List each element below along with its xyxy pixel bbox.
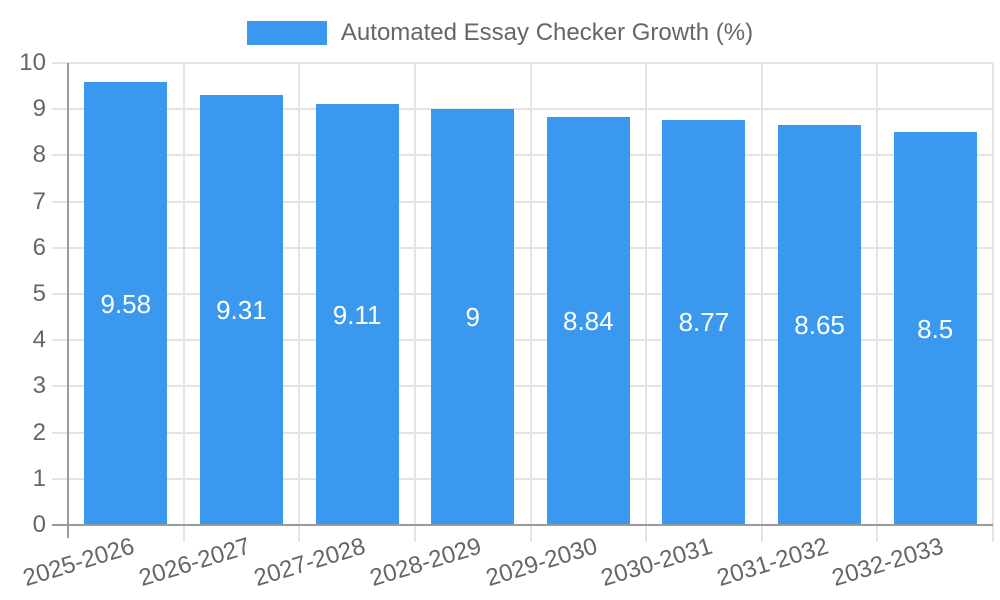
x-gridline — [413, 63, 416, 542]
x-tick-label: 2029-2030 — [482, 532, 601, 592]
x-tick-label: 2028-2029 — [366, 532, 485, 592]
bar-value-label: 9.58 — [100, 288, 152, 319]
y-tick-label: 9 — [32, 95, 46, 123]
y-gridline — [52, 200, 993, 203]
y-tick-label: 1 — [32, 464, 46, 492]
x-gridline — [760, 63, 763, 542]
bar[interactable] — [199, 94, 283, 525]
bar[interactable] — [315, 104, 399, 525]
y-tick-label: 5 — [32, 280, 46, 307]
x-tick-label: 2031-2032 — [713, 532, 832, 592]
bar-value-label: 9.31 — [216, 294, 267, 325]
y-gridline — [52, 246, 993, 249]
bar-value-label: 8.77 — [678, 307, 730, 338]
bar-value-label: 9 — [465, 302, 480, 333]
y-gridline — [52, 293, 993, 295]
bar[interactable] — [662, 119, 746, 525]
y-tick-label: 7 — [32, 187, 46, 215]
bar-value-label: 8.65 — [794, 310, 845, 341]
y-tick-label: 4 — [32, 326, 46, 354]
y-gridline — [52, 385, 993, 388]
x-axis-line — [52, 524, 993, 526]
y-tick-label: 3 — [32, 372, 46, 400]
y-tick-label: 0 — [32, 511, 46, 538]
y-gridline — [52, 477, 993, 480]
bar-value-label: 9.11 — [332, 299, 382, 330]
x-gridline — [876, 63, 879, 542]
x-tick-label: 2026-2027 — [135, 532, 254, 592]
x-tick-label: 2030-2031 — [598, 532, 716, 592]
y-tick-label: 6 — [32, 233, 46, 261]
y-tick-label: 10 — [19, 49, 46, 76]
x-gridline — [529, 63, 532, 542]
x-gridline — [298, 63, 301, 542]
bar-value-label: 8.84 — [562, 305, 614, 336]
y-tick-label: 2 — [32, 418, 46, 446]
bar[interactable] — [546, 116, 630, 525]
x-gridline — [645, 63, 648, 542]
y-axis-line — [67, 63, 69, 538]
x-gridline — [992, 63, 994, 542]
bar[interactable] — [84, 82, 168, 525]
bar[interactable] — [893, 132, 977, 525]
x-tick-label: 2032-2033 — [829, 532, 948, 592]
y-gridline — [52, 431, 993, 434]
y-gridline — [52, 108, 993, 111]
y-gridline — [52, 154, 993, 157]
y-tick-label: 8 — [32, 141, 46, 169]
bar-value-label: 8.5 — [917, 313, 954, 344]
y-gridline — [52, 62, 993, 64]
bar[interactable] — [778, 125, 862, 525]
x-gridline — [182, 63, 185, 542]
x-tick-label: 2027-2028 — [251, 532, 369, 592]
y-gridline — [52, 339, 993, 342]
legend-label: Automated Essay Checker Growth (%) — [340, 19, 754, 46]
legend-item[interactable]: Automated Essay Checker Growth (%) — [0, 20, 1000, 46]
x-tick-label: 2025-2026 — [19, 532, 138, 592]
legend-swatch — [246, 21, 327, 45]
bar[interactable] — [431, 109, 515, 525]
